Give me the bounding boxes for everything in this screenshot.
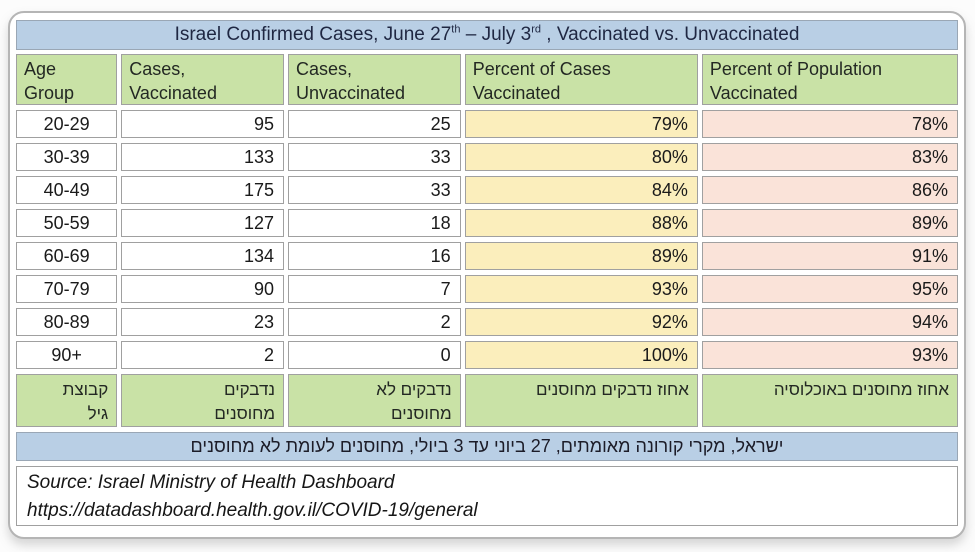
cases-vaccinated-cell: 127	[121, 209, 284, 237]
cases-unvaccinated-cell: 16	[288, 242, 461, 270]
cases-vaccinated-cell: 95	[121, 110, 284, 138]
cases-unvaccinated-cell: 7	[288, 275, 461, 303]
column-header-percent-population-vaccinated: Percent of Population Vaccinated	[701, 54, 958, 105]
percent-cases-vaccinated-cell: 92%	[464, 308, 698, 336]
percent-population-vaccinated-cell: 93%	[701, 341, 958, 369]
column-header-percent-cases-vaccinated: Percent of Cases Vaccinated	[464, 54, 698, 105]
percent-cases-vaccinated-cell: 80%	[464, 143, 698, 171]
cases-unvaccinated-cell: 18	[288, 209, 461, 237]
cases-vaccinated-cell: 134	[121, 242, 284, 270]
column-header-cases-vaccinated: Cases, Vaccinated	[121, 54, 284, 105]
percent-population-vaccinated-cell: 78%	[701, 110, 958, 138]
source-attribution: Source: Israel Ministry of Health Dashbo…	[16, 466, 958, 526]
percent-cases-vaccinated-cell: 93%	[464, 275, 698, 303]
age-group-cell: 90+	[16, 341, 118, 369]
cases-vaccinated-cell: 90	[121, 275, 284, 303]
cases-vaccinated-cell: 2	[121, 341, 284, 369]
cases-vaccinated-cell: 133	[121, 143, 284, 171]
age-group-cell: 60-69	[16, 242, 118, 270]
hebrew-header-cases-unvaccinated: נדבקים לא מחוסנים	[288, 374, 461, 427]
cases-unvaccinated-cell: 2	[288, 308, 461, 336]
age-group-cell: 30-39	[16, 143, 118, 171]
data-table: Age Group Cases, Vaccinated Cases, Unvac…	[16, 54, 958, 427]
age-group-cell: 20-29	[16, 110, 118, 138]
age-group-cell: 80-89	[16, 308, 118, 336]
cases-vaccinated-cell: 175	[121, 176, 284, 204]
percent-population-vaccinated-cell: 94%	[701, 308, 958, 336]
hebrew-header-age-group: קבוצת גיל	[16, 374, 118, 427]
age-group-cell: 40-49	[16, 176, 118, 204]
percent-cases-vaccinated-cell: 89%	[464, 242, 698, 270]
source-line: Source: Israel Ministry of Health Dashbo…	[27, 472, 395, 493]
hebrew-header-percent-cases-vaccinated: אחוז נדבקים מחוסנים	[464, 374, 698, 427]
column-header-cases-unvaccinated: Cases, Unvaccinated	[288, 54, 461, 105]
percent-population-vaccinated-cell: 89%	[701, 209, 958, 237]
cases-unvaccinated-cell: 33	[288, 176, 461, 204]
hebrew-caption-text: ישראל, מקרי קורונה מאומתים, 27 ביוני עד …	[190, 436, 784, 456]
percent-cases-vaccinated-cell: 79%	[464, 110, 698, 138]
cases-vaccinated-cell: 23	[121, 308, 284, 336]
percent-population-vaccinated-cell: 95%	[701, 275, 958, 303]
age-group-cell: 70-79	[16, 275, 118, 303]
percent-population-vaccinated-cell: 83%	[701, 143, 958, 171]
percent-cases-vaccinated-cell: 100%	[464, 341, 698, 369]
title-text: Israel Confirmed Cases, June 27th – July…	[174, 23, 800, 45]
cases-unvaccinated-cell: 25	[288, 110, 461, 138]
percent-population-vaccinated-cell: 86%	[701, 176, 958, 204]
table-title: Israel Confirmed Cases, June 27th – July…	[16, 20, 958, 50]
percent-cases-vaccinated-cell: 88%	[464, 209, 698, 237]
percent-population-vaccinated-cell: 91%	[701, 242, 958, 270]
source-url: https://datadashboard.health.gov.il/COVI…	[27, 500, 478, 521]
hebrew-header-cases-vaccinated: נדבקים מחוסנים	[121, 374, 284, 427]
cases-unvaccinated-cell: 33	[288, 143, 461, 171]
age-group-cell: 50-59	[16, 209, 118, 237]
cases-unvaccinated-cell: 0	[288, 341, 461, 369]
column-header-age-group: Age Group	[16, 54, 118, 105]
hebrew-caption: ישראל, מקרי קורונה מאומתים, 27 ביוני עד …	[16, 432, 958, 461]
table-card: Israel Confirmed Cases, June 27th – July…	[8, 11, 966, 539]
hebrew-header-percent-population-vaccinated: אחוז מחוסנים באוכלוסיה	[701, 374, 958, 427]
percent-cases-vaccinated-cell: 84%	[464, 176, 698, 204]
